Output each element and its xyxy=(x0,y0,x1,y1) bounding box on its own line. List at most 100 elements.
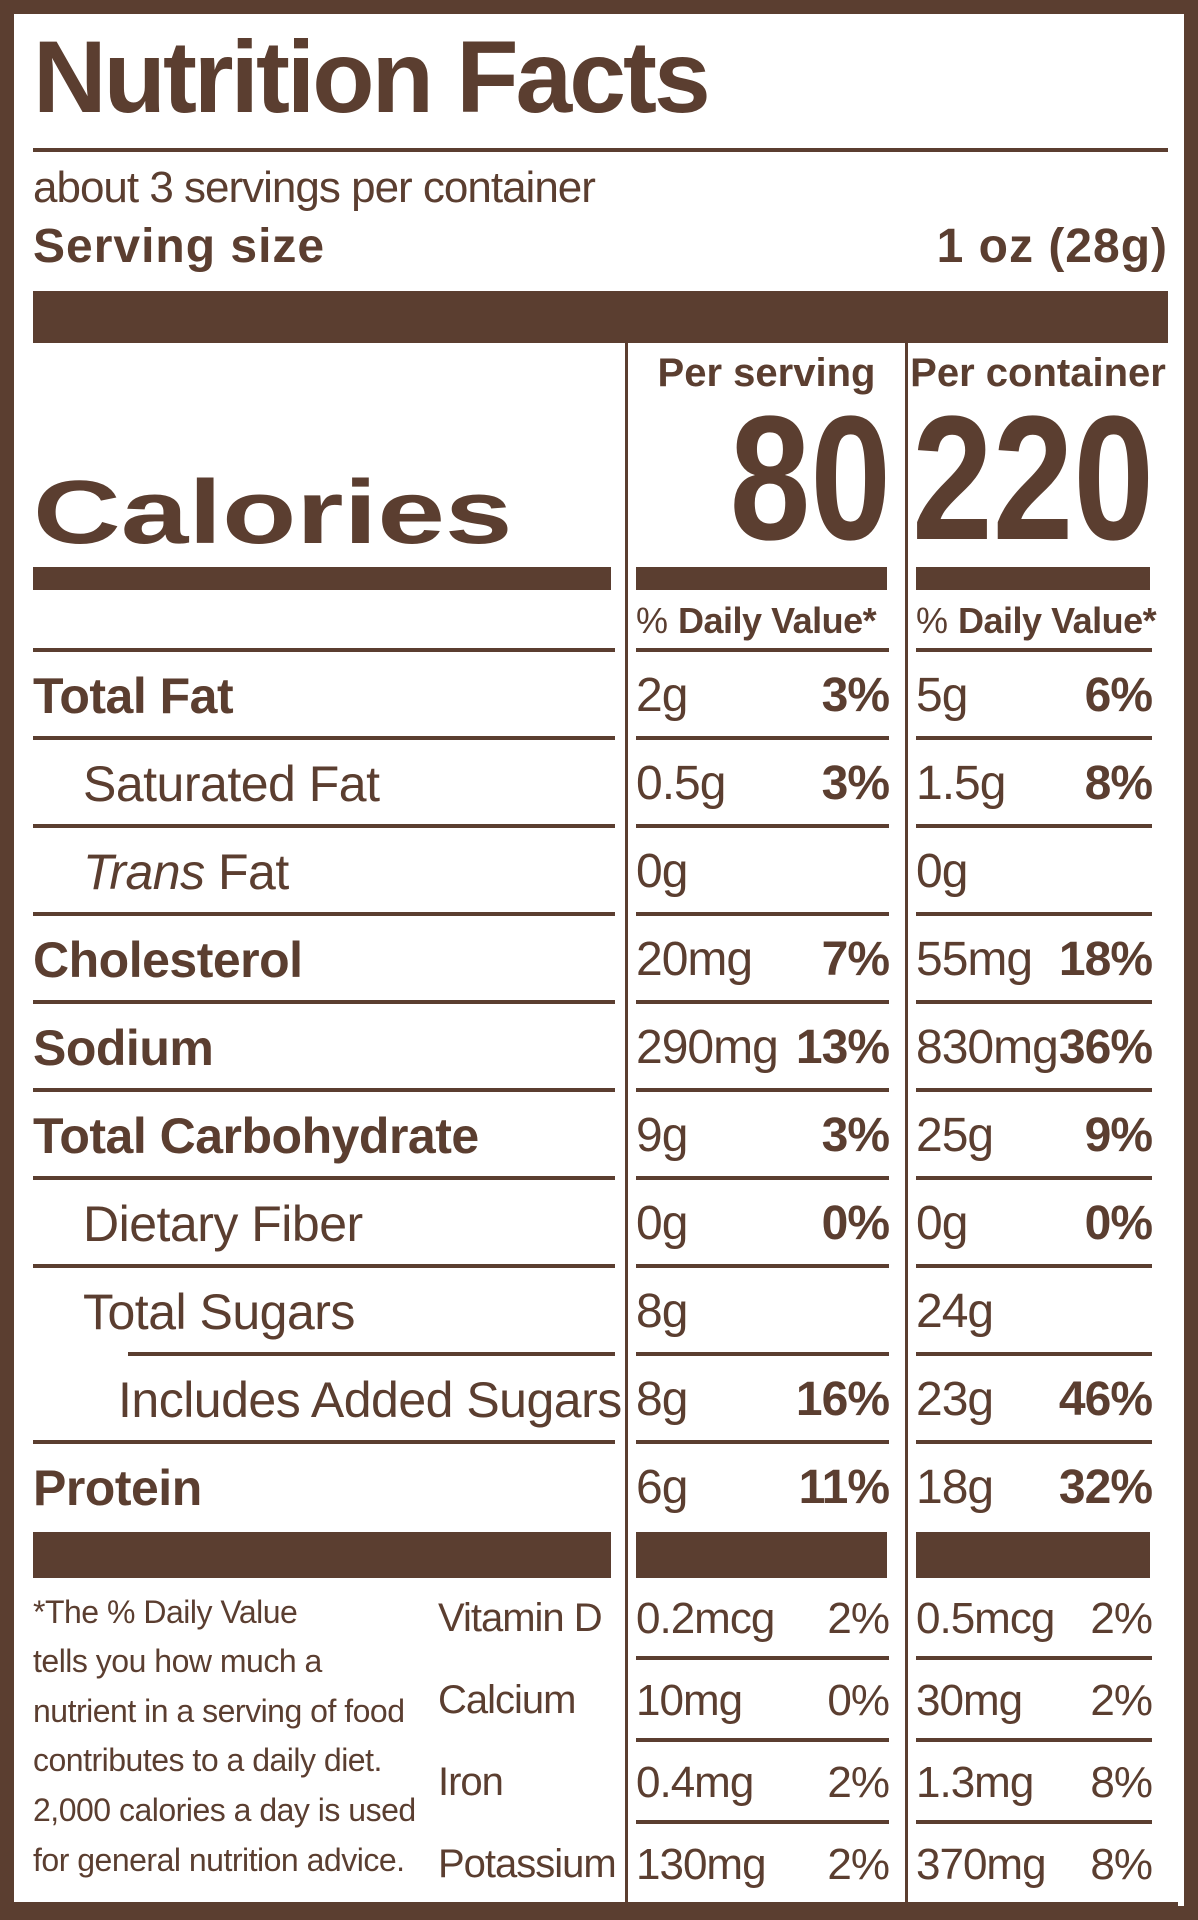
per-container-value-cell: 25g 9% xyxy=(905,1091,1168,1180)
bar xyxy=(916,566,1150,590)
per-serving-value-cell: 9g 3% xyxy=(625,1091,905,1180)
row-divider xyxy=(636,735,889,740)
row-divider xyxy=(33,735,615,740)
daily-value-footnote: *The % Daily Value tells you how much a … xyxy=(33,1593,416,1878)
row-divider xyxy=(916,823,1152,828)
bar xyxy=(636,566,887,590)
serving-size-value: 1 oz (28g) xyxy=(936,219,1168,273)
per-serving-amount: 20mg xyxy=(636,933,753,987)
per-container-daily-value: 18% xyxy=(1058,933,1153,987)
per-container-value-cell: 24g xyxy=(905,1267,1168,1356)
per-container-daily-value: 8% xyxy=(1090,1757,1153,1807)
per-serving-value-cell: 2g 3% xyxy=(625,651,905,740)
per-container-daily-value: 2% xyxy=(1090,1675,1153,1725)
row-divider xyxy=(33,1263,615,1268)
per-container-value-cell: 23g 46% xyxy=(905,1355,1168,1444)
per-container-amount: 24g xyxy=(916,1285,994,1339)
title-divider xyxy=(33,148,1168,153)
nutrient-row-dietary-fiber: Dietary Fiber 0g 0% 0g 0% xyxy=(33,1179,1168,1268)
per-serving-amount: 130mg xyxy=(636,1839,767,1889)
row-divider xyxy=(33,911,615,916)
per-serving-value-cell: 130mg 2% xyxy=(625,1823,905,1906)
row-divider xyxy=(916,1263,1152,1268)
nutrient-name: Protein xyxy=(33,1459,202,1516)
per-serving-daily-value: 3% xyxy=(821,1109,890,1163)
per-container-amount: 25g xyxy=(916,1109,994,1163)
nutrient-row-total-sugars: Total Sugars 8g 24g xyxy=(33,1267,1168,1356)
per-container-daily-value: 46% xyxy=(1058,1373,1153,1427)
vitamin-name: Vitamin D xyxy=(14,1578,1178,1906)
nutrient-name: Dietary Fiber xyxy=(33,1180,625,1268)
per-container-amount: 0g xyxy=(916,845,968,899)
per-serving-amount: 8g xyxy=(636,1373,688,1427)
per-container-value-cell: 830mg 36% xyxy=(905,1003,1168,1092)
nutrient-rows: Total Fat 2g 3% 5g 6% Saturated Fat 0.5g 3% 1.5g… xyxy=(33,651,1168,1532)
per-container-amount: 23g xyxy=(916,1373,994,1427)
nutrient-name: Includes Added Sugars xyxy=(33,1356,625,1444)
nutrient-name: Total Fat xyxy=(33,652,625,740)
per-serving-daily-value: 0% xyxy=(821,1197,890,1251)
per-serving-value-cell: 0g 0% xyxy=(625,1179,905,1268)
per-container-amount: 18g xyxy=(916,1461,994,1515)
vitamin-row-potassium: Potassium 130mg 2% 370mg 8% xyxy=(438,1823,1168,1906)
calories-label-cell: Calories xyxy=(33,343,625,567)
nutrient-name: Cholesterol xyxy=(33,916,625,1004)
row-divider xyxy=(636,1439,889,1444)
bar xyxy=(33,566,611,590)
per-serving-value-cell: 290mg 13% xyxy=(625,1003,905,1092)
per-serving-daily-value: 3% xyxy=(821,757,890,811)
per-container-header: Per container xyxy=(910,350,1166,395)
row-divider xyxy=(33,1087,615,1092)
per-container-value-cell: 55mg 18% xyxy=(905,915,1168,1004)
vitamin-name: Potassium xyxy=(438,1842,617,1887)
calories-per-container-value: 220 xyxy=(912,378,1154,577)
per-serving-daily-value: 0% xyxy=(827,1675,890,1725)
row-divider xyxy=(14,1902,1178,1906)
row-divider xyxy=(916,911,1152,916)
per-container-value-cell: 0g 0% xyxy=(905,1179,1168,1268)
row-divider xyxy=(636,911,889,916)
per-container-value-cell: 0.5mcg 2% xyxy=(905,1577,1168,1660)
per-serving-amount: 9g xyxy=(636,1109,688,1163)
per-container-daily-value: 32% xyxy=(1058,1461,1153,1515)
serving-size-row: Serving size 1 oz (28g) xyxy=(33,219,1168,277)
per-serving-amount: 0.5g xyxy=(636,757,726,811)
per-serving-value-cell: 0.5g 3% xyxy=(625,739,905,828)
per-serving-amount: 8g xyxy=(636,1285,688,1339)
nutrient-row-cholesterol: Cholesterol 20mg 7% 55mg 18% xyxy=(33,915,1168,1004)
per-container-amount: 830mg xyxy=(916,1021,1059,1075)
vitamin-row-iron: Iron 0.4mg 2% 1.3mg 8% xyxy=(14,1741,1178,1906)
vitamin-rows: Vitamin D 0.2mcg 2% 0.5mcg 2% Calcium 10mg 0% 30… xyxy=(14,1577,1178,1906)
row-divider xyxy=(636,1655,889,1660)
row-divider xyxy=(916,999,1152,1004)
per-serving-amount: 0g xyxy=(636,845,688,899)
vitamin-name: Iron xyxy=(14,1742,1178,1906)
nutrient-row-trans-fat: Trans Fat 0g 0g xyxy=(33,827,1168,916)
per-serving-daily-value: 3% xyxy=(821,669,890,723)
row-divider xyxy=(33,999,615,1004)
per-serving-value-cell: 10mg 0% xyxy=(625,1659,905,1742)
per-serving-daily-value: 13% xyxy=(795,1021,890,1075)
per-container-daily-value: 36% xyxy=(1058,1021,1153,1075)
per-serving-amount: 0.4mg xyxy=(636,1757,754,1807)
row-divider xyxy=(916,1087,1152,1092)
nutrient-name: Trans Fat xyxy=(33,828,625,916)
row-divider xyxy=(636,1819,889,1824)
per-serving-amount: 290mg xyxy=(636,1021,779,1075)
calories-per-container-cell: Per container 220 xyxy=(905,342,1168,577)
nutrient-row-total-fat: Total Fat 2g 3% 5g 6% xyxy=(33,651,1168,740)
row-divider xyxy=(916,735,1152,740)
row-divider xyxy=(636,1087,889,1092)
nutrient-name: Total Carbohydrate xyxy=(33,1092,625,1180)
nutrient-row-sodium: Sodium 290mg 13% 830mg 36% xyxy=(33,1003,1168,1092)
per-container-value-cell: 18g 32% xyxy=(905,1443,1168,1532)
per-serving-amount: 2g xyxy=(636,669,688,723)
calories-per-serving-cell: Per serving 80 xyxy=(625,342,905,567)
row-divider xyxy=(916,1175,1152,1180)
calories-label: Calories xyxy=(33,462,513,563)
per-container-amount: 0g xyxy=(916,1197,968,1251)
bar xyxy=(916,1531,1150,1578)
per-serving-value-cell: 0g xyxy=(625,827,905,916)
row-divider xyxy=(636,823,889,828)
